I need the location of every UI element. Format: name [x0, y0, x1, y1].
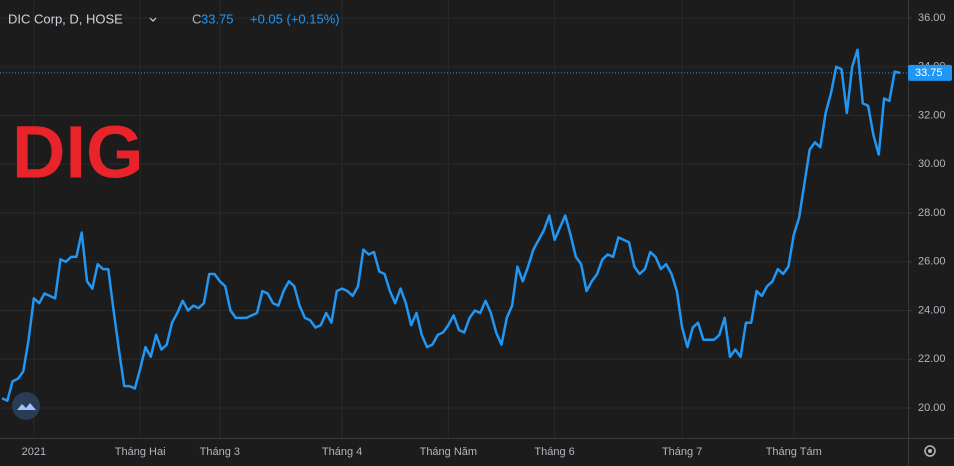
x-tick-label: Tháng Hai [115, 446, 166, 458]
y-tick-label: 22.00 [918, 353, 946, 365]
x-tick-label: Tháng Tám [766, 446, 822, 458]
symbol-title: DIC Corp, D, HOSE [8, 11, 123, 26]
logo[interactable] [12, 392, 40, 420]
y-tick-label: 26.00 [918, 256, 946, 268]
ohlc-label: C [192, 11, 201, 26]
price-line [1, 48, 901, 402]
last-price: 33.75 [201, 11, 234, 26]
price-change: +0.05 (+0.15%) [250, 11, 340, 26]
settings-icon[interactable] [924, 445, 936, 457]
x-tick-label: Tháng 4 [322, 446, 362, 458]
y-tick-label: 24.00 [918, 304, 946, 316]
last-price-tag [908, 64, 952, 81]
y-tick-label: 28.00 [918, 207, 946, 219]
y-tick-label: 36.00 [918, 12, 946, 24]
x-tick-label: Tháng Năm [420, 446, 477, 458]
last-price-label: 33.75 [915, 67, 943, 79]
y-tick-label: 20.00 [918, 402, 946, 414]
y-tick-label: 30.00 [918, 158, 946, 170]
x-tick-label: Tháng 6 [534, 446, 574, 458]
x-tick-label: Tháng 3 [200, 446, 240, 458]
x-tick-label: Tháng 7 [662, 446, 702, 458]
watermark: DIG [12, 111, 144, 194]
x-tick-label: 2021 [22, 446, 46, 458]
dropdown-chevron[interactable] [149, 17, 157, 22]
y-tick-label: 32.00 [918, 109, 946, 121]
plot [0, 48, 908, 402]
